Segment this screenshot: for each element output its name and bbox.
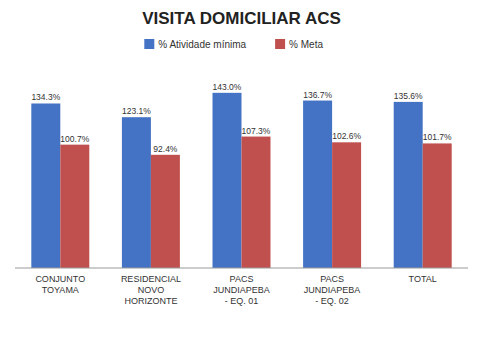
data-label: 102.6% xyxy=(332,131,361,141)
data-label: 100.7% xyxy=(60,134,89,144)
x-tick-label: PACSJUNDIAPEBA- EQ. 02 xyxy=(304,274,361,306)
legend-swatch xyxy=(275,39,285,49)
data-label: 107.3% xyxy=(242,126,271,136)
data-labels: 134.3% 123.1% 143.0% 136.7% 135.6% 100.7% 92.4… xyxy=(31,82,452,154)
bar xyxy=(122,117,151,268)
x-axis xyxy=(15,268,468,269)
bar xyxy=(151,155,180,268)
bar xyxy=(394,102,423,268)
chart: VISITA DOMICILIAR ACS % Atividade mínima%… xyxy=(0,0,483,342)
title: VISITA DOMICILIAR ACS xyxy=(142,9,341,28)
legend: % Atividade mínima % Meta xyxy=(144,39,323,50)
bar xyxy=(303,101,332,268)
legend-swatch xyxy=(144,39,154,49)
bar xyxy=(423,143,452,268)
bar xyxy=(31,103,60,268)
bar xyxy=(213,93,242,268)
x-tick-label: TOTAL xyxy=(409,274,437,284)
data-label: 136.7% xyxy=(303,90,332,100)
bars xyxy=(31,93,451,268)
x-tick-label: RESIDENCIALNOVOHORIZONTE xyxy=(121,274,181,306)
data-label: 135.6% xyxy=(394,91,423,101)
legend-label: % Atividade mínima xyxy=(158,39,246,50)
x-tick-label: CONJUNTOTOYAMA xyxy=(35,274,85,295)
data-label: 123.1% xyxy=(122,106,151,116)
bar xyxy=(60,145,89,268)
data-label: 101.7% xyxy=(423,132,452,142)
bar xyxy=(242,137,271,268)
x-tick-label: PACSJUNDIAPEBA- EQ. 01 xyxy=(213,274,270,306)
x-tick-labels: CONJUNTOTOYAMA RESIDENCIALNOVOHORIZONTE PA… xyxy=(35,274,436,306)
data-label: 92.4% xyxy=(153,144,178,154)
bar xyxy=(332,142,361,268)
data-label: 134.3% xyxy=(31,92,60,102)
data-label: 143.0% xyxy=(213,82,242,92)
legend-label: % Meta xyxy=(289,39,323,50)
